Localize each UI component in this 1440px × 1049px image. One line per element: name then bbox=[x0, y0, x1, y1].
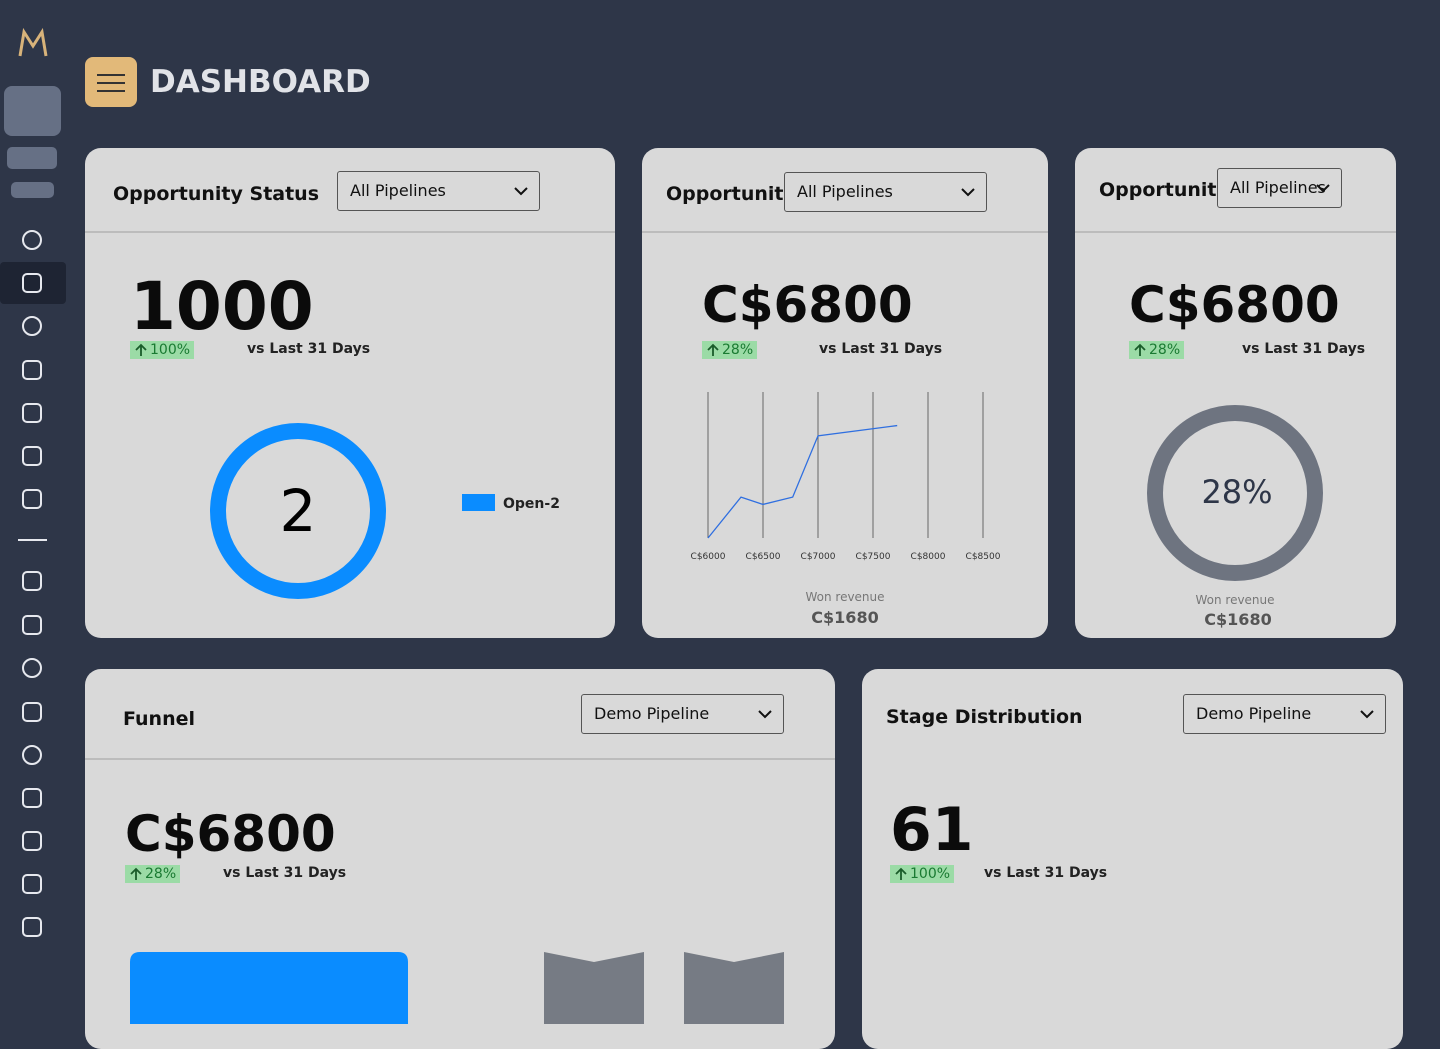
x-tick-label: C$8000 bbox=[911, 552, 946, 562]
nav-icon[interactable] bbox=[22, 615, 42, 635]
card-graphic: C$6000 C$6500 C$7000 C$7500 C$8000 C$8500 Won … bbox=[691, 392, 1001, 627]
nav-icon[interactable] bbox=[22, 403, 42, 423]
x-tick-label: C$7000 bbox=[801, 552, 836, 562]
dropdown-label: All Pipelines bbox=[350, 181, 446, 200]
metric-value: C$6800 bbox=[702, 276, 913, 334]
gauge-total: C$1680 bbox=[1204, 610, 1271, 629]
gauge-ring bbox=[1147, 405, 1323, 581]
nav-icon[interactable] bbox=[22, 230, 42, 250]
divider bbox=[85, 231, 615, 233]
compare-label: vs Last 31 Days bbox=[1242, 341, 1366, 357]
search-button[interactable] bbox=[7, 147, 57, 169]
card-title: Opportunit bbox=[666, 183, 784, 205]
nav-active[interactable] bbox=[0, 262, 66, 304]
legend-label: Open-2 bbox=[503, 496, 560, 512]
card: Opportunit All Pipelines C$6800 28% vs Last … bbox=[1075, 148, 1396, 638]
dropdown[interactable]: All Pipelines bbox=[1217, 168, 1342, 208]
compare-label: vs Last 31 Days bbox=[223, 865, 347, 881]
dropdown[interactable]: All Pipelines bbox=[784, 172, 987, 212]
change-badge: 28% bbox=[702, 341, 758, 359]
divider bbox=[642, 231, 1048, 233]
change-badge: 28% bbox=[125, 865, 181, 883]
nav-icon[interactable] bbox=[22, 658, 42, 678]
page-title: DASHBOARD bbox=[150, 64, 371, 100]
dropdown-label: Demo Pipeline bbox=[1196, 704, 1312, 723]
nav-icon[interactable] bbox=[22, 788, 42, 808]
metric-value: 61 bbox=[890, 795, 974, 865]
donut-center: 2 bbox=[280, 477, 317, 545]
funnel-bar bbox=[130, 952, 408, 1024]
metric-value: C$6800 bbox=[125, 805, 336, 863]
x-tick-label: C$8500 bbox=[966, 552, 1001, 562]
nav-icon[interactable] bbox=[22, 745, 42, 765]
dropdown[interactable]: Demo Pipeline bbox=[581, 694, 784, 734]
card: Stage Distribution Demo Pipeline 61 100% vs … bbox=[862, 669, 1403, 1049]
card-title: Opportunity Status bbox=[113, 183, 320, 205]
line-series bbox=[707, 424, 898, 539]
card-graphic: 28% Won revenue C$1680 bbox=[1147, 405, 1323, 629]
page: DASHBOARD Opportunity Status All Pipeline… bbox=[0, 0, 1403, 1049]
nav-icon[interactable] bbox=[22, 874, 42, 894]
card-title: Funnel bbox=[123, 708, 196, 730]
x-tick-label: C$6500 bbox=[746, 552, 781, 562]
dropdown-label: Demo Pipeline bbox=[594, 704, 710, 723]
nav-icon[interactable] bbox=[22, 273, 42, 293]
nav-icon[interactable] bbox=[22, 489, 42, 509]
card: Opportunit All Pipelines C$6800 28% vs Last … bbox=[642, 148, 1048, 638]
compare-label: vs Last 31 Days bbox=[819, 341, 943, 357]
x-tick-label: C$6000 bbox=[691, 552, 726, 562]
gauge-label: 28% bbox=[1201, 473, 1272, 511]
nav-icon[interactable] bbox=[22, 316, 42, 336]
quick-action[interactable] bbox=[11, 182, 54, 198]
logo bbox=[18, 28, 48, 57]
legend-swatch bbox=[462, 494, 495, 511]
donut-ring bbox=[210, 423, 386, 599]
x-tick-label: C$7500 bbox=[856, 552, 891, 562]
change-badge: 100% bbox=[890, 865, 955, 883]
card-title: Opportunit bbox=[1099, 179, 1217, 201]
divider bbox=[85, 758, 835, 760]
dropdown-label: All Pipelines bbox=[797, 182, 893, 201]
dropdown[interactable]: All Pipelines bbox=[337, 171, 540, 211]
card-title: Stage Distribution bbox=[886, 706, 1083, 728]
metric-value: 1000 bbox=[130, 268, 314, 345]
nav-icon[interactable] bbox=[22, 917, 42, 937]
card-graphic: 2 Open-2 bbox=[210, 423, 560, 599]
compare-label: vs Last 31 Days bbox=[984, 865, 1108, 881]
metric-value: C$6800 bbox=[1129, 276, 1340, 334]
compare-label: vs Last 31 Days bbox=[247, 341, 371, 357]
change-badge: 100% bbox=[130, 341, 195, 359]
chart-caption: Won revenue bbox=[805, 590, 884, 604]
nav-icon[interactable] bbox=[22, 360, 42, 380]
menu-button[interactable] bbox=[85, 57, 137, 107]
nav-icon[interactable] bbox=[22, 446, 42, 466]
change-badge: 28% bbox=[1129, 341, 1185, 359]
card: Opportunity Status All Pipelines 1000 100% v… bbox=[85, 148, 615, 638]
divider bbox=[1075, 231, 1396, 233]
chart-total: C$1680 bbox=[811, 608, 878, 627]
nav-icon[interactable] bbox=[22, 831, 42, 851]
dropdown-label: All Pipelines bbox=[1230, 178, 1326, 197]
nav-icon[interactable] bbox=[22, 571, 42, 591]
funnel-bar bbox=[544, 952, 644, 1024]
profile-button[interactable] bbox=[4, 86, 61, 136]
nav-icon[interactable] bbox=[22, 702, 42, 722]
card: Funnel Demo Pipeline C$6800 28% vs Last 31 D… bbox=[85, 669, 835, 1049]
dropdown[interactable]: Demo Pipeline bbox=[1183, 694, 1386, 734]
gauge-caption: Won revenue bbox=[1195, 593, 1274, 607]
divider bbox=[18, 539, 47, 541]
sidebar bbox=[0, 0, 66, 1024]
funnel-bar bbox=[684, 952, 784, 1024]
